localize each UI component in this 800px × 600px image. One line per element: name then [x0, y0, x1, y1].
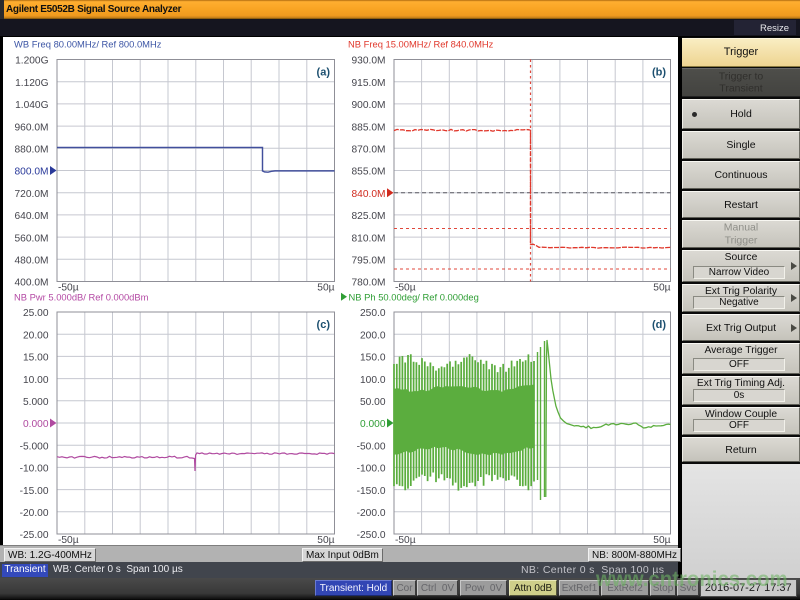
- svg-text:780.0M: 780.0M: [352, 278, 386, 289]
- svg-text:WB Freq 80.00MHz/ Ref 800.0MHz: WB Freq 80.00MHz/ Ref 800.0MHz: [14, 38, 162, 49]
- svg-text:-15.00: -15.00: [20, 486, 49, 497]
- svg-text:930.0M: 930.0M: [352, 56, 386, 67]
- svg-text:855.0M: 855.0M: [352, 167, 386, 178]
- svg-text:5.000: 5.000: [23, 397, 49, 408]
- svg-text:-200.0: -200.0: [357, 508, 386, 519]
- svg-text:-50.00: -50.00: [357, 441, 386, 452]
- svg-text:640.0M: 640.0M: [15, 211, 49, 222]
- svg-text:(c): (c): [317, 319, 331, 331]
- svg-text:960.0M: 960.0M: [15, 122, 49, 133]
- svg-text:-5.000: -5.000: [20, 441, 49, 452]
- svg-text:(a): (a): [317, 67, 331, 79]
- svg-text:870.0M: 870.0M: [352, 145, 386, 156]
- svg-text:480.0M: 480.0M: [15, 256, 49, 267]
- svg-text:-50µ: -50µ: [395, 535, 416, 545]
- svg-text:880.0M: 880.0M: [15, 145, 49, 156]
- svg-text:50µ: 50µ: [653, 283, 670, 294]
- svg-text:800.0M: 800.0M: [15, 167, 49, 178]
- svg-text:15.00: 15.00: [23, 353, 49, 364]
- svg-text:-20.00: -20.00: [20, 508, 49, 519]
- svg-text:-10.00: -10.00: [20, 464, 49, 475]
- svg-text:825.0M: 825.0M: [352, 211, 386, 222]
- svg-text:250.0: 250.0: [360, 308, 386, 319]
- svg-text:1.120G: 1.120G: [15, 78, 48, 89]
- svg-text:-25.00: -25.00: [20, 530, 49, 541]
- svg-text:0.000: 0.000: [360, 419, 386, 430]
- svg-text:NB Freq 15.00MHz/ Ref 840.0MHz: NB Freq 15.00MHz/ Ref 840.0MHz: [348, 38, 494, 49]
- svg-text:720.0M: 720.0M: [15, 189, 49, 200]
- svg-text:20.00: 20.00: [23, 330, 49, 341]
- svg-text:900.0M: 900.0M: [352, 100, 386, 111]
- svg-text:1.040G: 1.040G: [15, 100, 48, 111]
- svg-text:200.0: 200.0: [360, 330, 386, 341]
- svg-text:50µ: 50µ: [317, 283, 334, 294]
- svg-text:400.0M: 400.0M: [15, 278, 49, 289]
- svg-text:0.000: 0.000: [23, 419, 49, 430]
- svg-text:1.200G: 1.200G: [15, 56, 48, 67]
- svg-text:NB Ph 50.00deg/ Ref 0.000deg: NB Ph 50.00deg/ Ref 0.000deg: [349, 291, 479, 302]
- svg-text:-150.0: -150.0: [357, 486, 386, 497]
- svg-text:795.0M: 795.0M: [352, 256, 386, 267]
- svg-text:50.00: 50.00: [360, 397, 386, 408]
- svg-text:915.0M: 915.0M: [352, 78, 386, 89]
- svg-text:560.0M: 560.0M: [15, 233, 49, 244]
- svg-text:840.0M: 840.0M: [352, 189, 386, 200]
- svg-text:50µ: 50µ: [653, 535, 670, 545]
- svg-text:150.0: 150.0: [360, 353, 386, 364]
- svg-text:810.0M: 810.0M: [352, 233, 386, 244]
- svg-text:50µ: 50µ: [317, 535, 334, 545]
- svg-text:-50µ: -50µ: [58, 535, 79, 545]
- svg-text:10.00: 10.00: [23, 375, 49, 386]
- svg-text:25.00: 25.00: [23, 308, 49, 319]
- svg-text:-50µ: -50µ: [395, 283, 416, 294]
- svg-text:NB Pwr 5.000dB/ Ref 0.000dBm: NB Pwr 5.000dB/ Ref 0.000dBm: [14, 291, 149, 302]
- svg-text:100.0: 100.0: [360, 375, 386, 386]
- svg-text:(b): (b): [652, 67, 666, 79]
- svg-text:(d): (d): [652, 319, 666, 331]
- svg-text:-100.0: -100.0: [357, 464, 386, 475]
- svg-text:-50µ: -50µ: [58, 283, 79, 294]
- svg-text:-250.0: -250.0: [357, 530, 386, 541]
- svg-text:885.0M: 885.0M: [352, 122, 386, 133]
